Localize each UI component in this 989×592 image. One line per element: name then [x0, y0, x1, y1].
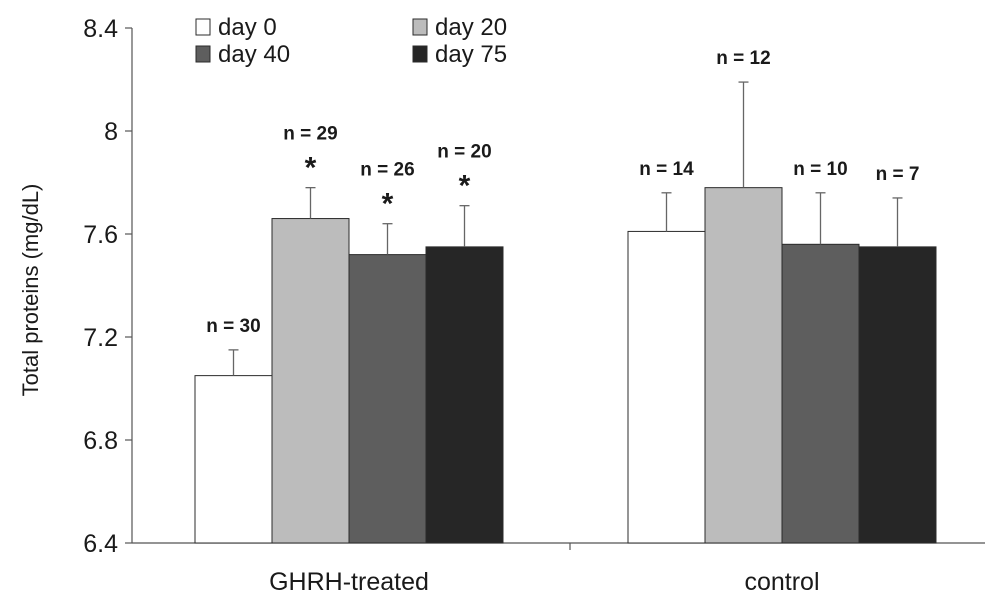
legend-label: day 0: [218, 14, 277, 41]
x-category-label: control: [744, 568, 819, 592]
legend-swatch: [195, 45, 211, 63]
legend-label: day 75: [435, 41, 507, 68]
legend-swatch: [195, 18, 211, 36]
axes: 6.4 6.8 7.2 7.6 8 8.4 GHRH-treated control: [83, 15, 985, 592]
bar-annotations: n = 30 n = 14 * n = 29 n = 12 * n = 26 n = 10 * n…: [206, 48, 919, 337]
n-label: n = 30: [206, 316, 260, 337]
y-tick-label: 7.6: [83, 221, 118, 249]
n-label: n = 7: [876, 164, 920, 185]
bars: [194, 81, 937, 544]
bar: [348, 254, 427, 544]
y-tick-label: 6.4: [83, 530, 118, 558]
legend: day 0 day 20 day 40 day 75: [195, 14, 507, 68]
n-label: n = 12: [716, 48, 770, 69]
n-label: n = 14: [639, 159, 694, 180]
significance-star: *: [305, 152, 317, 185]
y-tick-label: 7.2: [83, 324, 118, 352]
significance-star: *: [382, 188, 394, 221]
n-label: n = 29: [283, 124, 337, 145]
legend-label: day 40: [218, 41, 290, 68]
legend-label: day 20: [435, 14, 507, 41]
legend-swatch: [412, 45, 428, 63]
bar: [704, 187, 783, 544]
y-tick-label: 8.4: [83, 15, 118, 43]
bar: [425, 246, 504, 544]
y-tick-label: 8: [104, 118, 118, 146]
bar: [194, 375, 273, 544]
y-tick-label: 6.8: [83, 427, 118, 455]
n-label: n = 26: [360, 160, 414, 181]
significance-star: *: [459, 170, 471, 203]
bar: [271, 218, 350, 544]
n-label: n = 10: [793, 159, 847, 180]
bar: [627, 230, 706, 544]
bar: [781, 243, 860, 544]
bar: [858, 246, 937, 544]
legend-swatch: [412, 18, 428, 36]
x-category-label: GHRH-treated: [269, 568, 429, 592]
n-label: n = 20: [437, 142, 491, 163]
y-axis-title: Total proteins (mg/dL): [18, 184, 43, 397]
